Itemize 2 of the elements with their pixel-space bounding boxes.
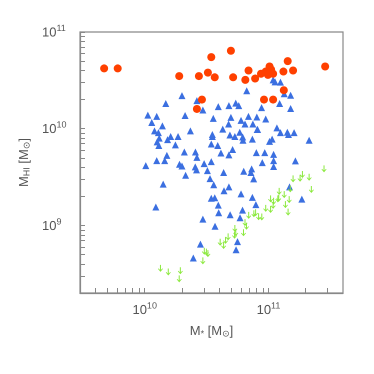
y-axis-title: MHI [M⊙] [16,138,32,188]
x-axis-title: M* [M⊙] [190,323,234,338]
